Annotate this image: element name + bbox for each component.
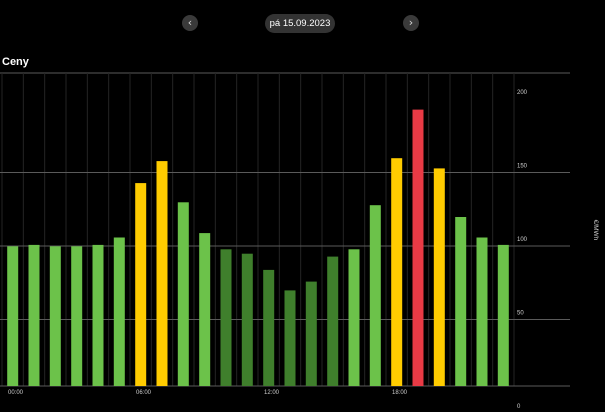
bar-hour-2[interactable] bbox=[49, 246, 61, 386]
y-tick-label: 50 bbox=[517, 311, 524, 317]
section-title: Ceny bbox=[2, 56, 29, 68]
bar-hour-10[interactable] bbox=[220, 249, 232, 386]
bar-hour-12[interactable] bbox=[263, 269, 275, 386]
bar-hour-17[interactable] bbox=[369, 205, 381, 386]
next-day-button[interactable]: › bbox=[403, 15, 419, 31]
bar-hour-0[interactable] bbox=[7, 246, 19, 386]
bar-hour-20[interactable] bbox=[433, 168, 445, 386]
y-axis-labels: 0 50 100 150 200 bbox=[517, 90, 528, 410]
bar-hour-9[interactable] bbox=[199, 233, 211, 386]
y-tick-label: 100 bbox=[517, 237, 528, 243]
bar-hour-22[interactable] bbox=[476, 237, 488, 387]
y-tick-label: 0 bbox=[517, 404, 521, 410]
previous-day-button[interactable]: ‹ bbox=[182, 15, 198, 31]
y-tick-label: 150 bbox=[517, 164, 528, 170]
x-tick-label: 06:00 bbox=[136, 390, 152, 396]
y-tick-label: 200 bbox=[517, 90, 528, 96]
bar-hour-15[interactable] bbox=[327, 256, 339, 386]
bar-hour-19[interactable] bbox=[412, 109, 424, 386]
x-tick-label: 12:00 bbox=[264, 390, 280, 396]
bar-hour-4[interactable] bbox=[92, 244, 104, 386]
chart-grid bbox=[0, 72, 570, 387]
bar-hour-3[interactable] bbox=[71, 246, 83, 386]
date-selector[interactable]: pá 15.09.2023 bbox=[265, 14, 335, 33]
bar-hour-21[interactable] bbox=[455, 217, 467, 386]
x-tick-label: 18:00 bbox=[392, 390, 408, 396]
bar-hour-14[interactable] bbox=[305, 281, 317, 386]
bar-hour-16[interactable] bbox=[348, 249, 360, 386]
y-axis-title: €/MWh bbox=[592, 220, 599, 241]
bar-hour-7[interactable] bbox=[156, 161, 168, 386]
bar-hour-18[interactable] bbox=[391, 158, 403, 386]
bar-hour-13[interactable] bbox=[284, 290, 296, 386]
x-tick-label: 00:00 bbox=[8, 390, 24, 396]
bar-hour-5[interactable] bbox=[113, 237, 125, 387]
x-axis-labels: 00:00 06:00 12:00 18:00 bbox=[8, 390, 408, 396]
bar-hour-8[interactable] bbox=[177, 202, 189, 387]
bar-hour-1[interactable] bbox=[28, 244, 40, 386]
bar-hour-6[interactable] bbox=[135, 183, 147, 386]
chart-bars bbox=[7, 109, 509, 387]
bar-hour-11[interactable] bbox=[241, 253, 253, 386]
bar-hour-23[interactable] bbox=[497, 244, 509, 386]
